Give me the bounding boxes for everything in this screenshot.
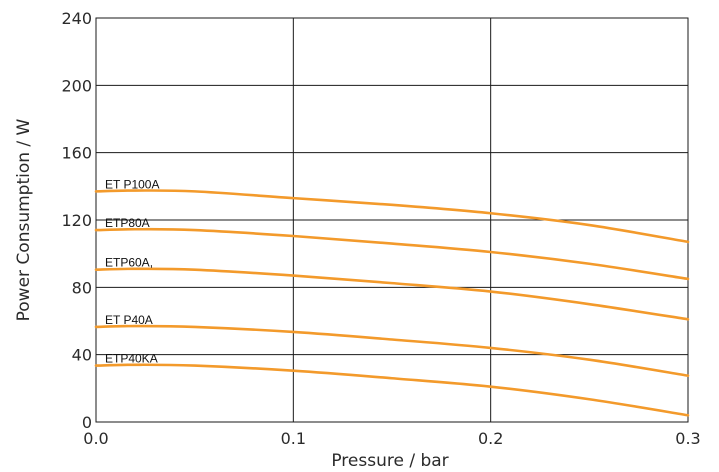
series-labels: ET P100A ETP80A ETP60A, ET P40A ETP40KA bbox=[105, 177, 159, 365]
y-axis-title: Power Consumption / W bbox=[14, 118, 34, 321]
series-line-0 bbox=[96, 190, 688, 241]
x-tick-label: 0.0 bbox=[83, 429, 108, 448]
series-line-3 bbox=[96, 326, 688, 376]
y-tick-label: 80 bbox=[72, 278, 92, 297]
y-tick-label: 200 bbox=[61, 76, 92, 95]
x-tick-label: 0.2 bbox=[478, 429, 503, 448]
y-tick-label: 40 bbox=[72, 346, 92, 365]
series-line-1 bbox=[96, 229, 688, 279]
y-tick-label: 160 bbox=[61, 144, 92, 163]
series-line-2 bbox=[96, 269, 688, 320]
series-label-3: ET P40A bbox=[105, 313, 153, 327]
series-label-2: ETP60A, bbox=[105, 256, 153, 270]
x-tick-label: 0.3 bbox=[675, 429, 700, 448]
x-tick-label: 0.1 bbox=[281, 429, 306, 448]
series-label-4: ETP40KA bbox=[105, 352, 158, 366]
x-tick-labels: 0.0 0.1 0.2 0.3 bbox=[83, 429, 700, 448]
series-lines bbox=[96, 190, 688, 415]
series-label-0: ET P100A bbox=[105, 177, 159, 191]
x-axis-title: Pressure / bar bbox=[331, 451, 448, 471]
y-tick-label: 120 bbox=[61, 211, 92, 230]
y-tick-label: 240 bbox=[61, 9, 92, 28]
series-line-4 bbox=[96, 365, 688, 416]
series-label-1: ETP80A bbox=[105, 216, 150, 230]
